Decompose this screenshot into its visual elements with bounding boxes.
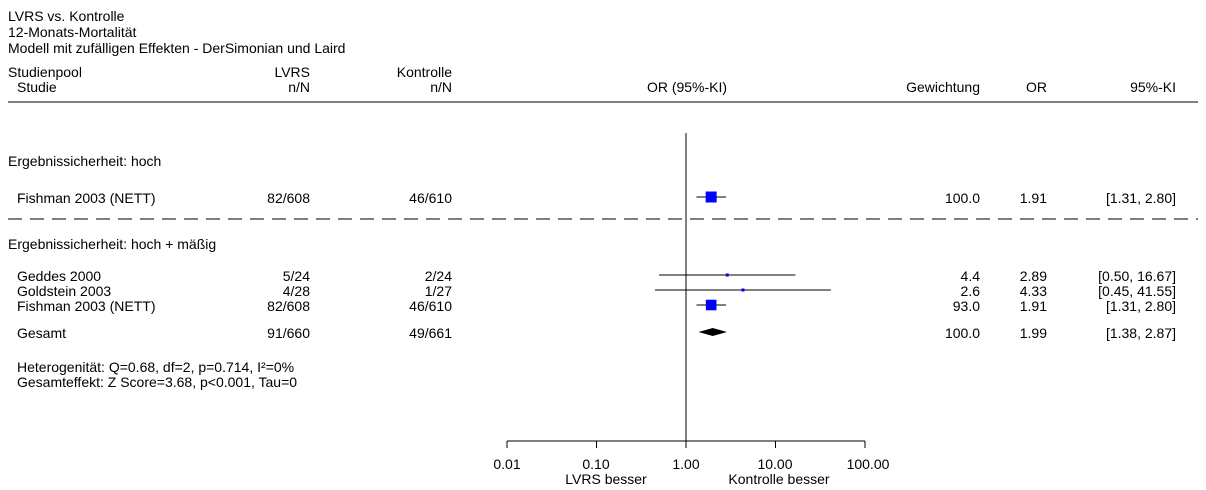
study-ci: [1.31, 2.80]: [1105, 190, 1176, 206]
study-name: Geddes 2000: [17, 268, 102, 284]
col-header-control-n: n/N: [430, 79, 452, 95]
axis-label-left: LVRS besser: [565, 471, 647, 487]
section-label: Ergebnissicherheit: hoch + mäßig: [8, 236, 217, 252]
axis-tick-label: 10.00: [757, 456, 793, 472]
study-ci: [0.50, 16.67]: [1098, 268, 1176, 284]
study-name: Goldstein 2003: [17, 283, 112, 299]
study-weight: 93.0: [952, 298, 980, 314]
col-header-ci: 95%-KI: [1130, 79, 1176, 95]
col-header-lvrs: LVRS: [274, 64, 310, 80]
chart-subtitle: 12-Monats-Mortalität: [8, 24, 137, 40]
col-header-or-ci: OR (95%-KI): [646, 79, 728, 95]
overall-effect-text: Gesamteffekt: Z Score=3.68, p<0.001, Tau…: [17, 374, 298, 390]
axis-tick-label: 0.10: [582, 456, 610, 472]
study-ci: [1.31, 2.80]: [1105, 298, 1176, 314]
study-control: 46/610: [409, 298, 452, 314]
total-control: 49/661: [409, 325, 452, 341]
study-or: 1.91: [1019, 298, 1047, 314]
study-weight: 100.0: [944, 190, 980, 206]
axis-label-right: Kontrolle besser: [728, 471, 830, 487]
col-header-pool: Studienpool: [8, 64, 82, 80]
study-control: 1/27: [424, 283, 452, 299]
study-control: 2/24: [424, 268, 452, 284]
col-header-or: OR: [1026, 79, 1047, 95]
heterogeneity-text: Heterogenität: Q=0.68, df=2, p=0.714, I²…: [17, 359, 295, 375]
study-control: 46/610: [409, 190, 452, 206]
axis-tick-label: 100.00: [846, 456, 890, 472]
study-lvrs: 5/24: [282, 268, 310, 284]
study-weight: 4.4: [960, 268, 980, 284]
total-weight: 100.0: [944, 325, 980, 341]
study-marker: [705, 191, 717, 203]
chart-title: LVRS vs. Kontrolle: [8, 8, 125, 24]
study-marker: [705, 299, 717, 311]
study-or: 2.89: [1019, 268, 1047, 284]
study-marks: [654, 191, 831, 336]
study-ci: [0.45, 41.55]: [1098, 283, 1176, 299]
col-header-control: Kontrolle: [396, 64, 452, 80]
axis-tick-label: 0.01: [493, 456, 521, 472]
pooled-diamond: [698, 328, 727, 336]
total-or: 1.99: [1019, 325, 1047, 341]
total-lvrs: 91/660: [267, 325, 310, 341]
total-name: Gesamt: [17, 325, 67, 341]
axis-tick-label: 1.00: [672, 456, 700, 472]
axis-ticks: [506, 441, 866, 448]
total-ci: [1.38, 2.87]: [1105, 325, 1176, 341]
col-header-study: Studie: [17, 79, 57, 95]
model-label: Modell mit zufälligen Effekten - DerSimo…: [8, 40, 346, 56]
study-name: Fishman 2003 (NETT): [17, 190, 156, 206]
study-lvrs: 82/608: [267, 190, 310, 206]
study-lvrs: 82/608: [267, 298, 310, 314]
col-header-weight: Gewichtung: [906, 79, 980, 95]
study-marker: [741, 288, 745, 292]
study-lvrs: 4/28: [282, 283, 310, 299]
study-marker: [725, 273, 729, 277]
study-or: 1.91: [1019, 190, 1047, 206]
study-or: 4.33: [1019, 283, 1047, 299]
study-name: Fishman 2003 (NETT): [17, 298, 156, 314]
col-header-lvrs-n: n/N: [288, 79, 310, 95]
section-label: Ergebnissicherheit: hoch: [8, 153, 162, 169]
study-weight: 2.6: [960, 283, 980, 299]
